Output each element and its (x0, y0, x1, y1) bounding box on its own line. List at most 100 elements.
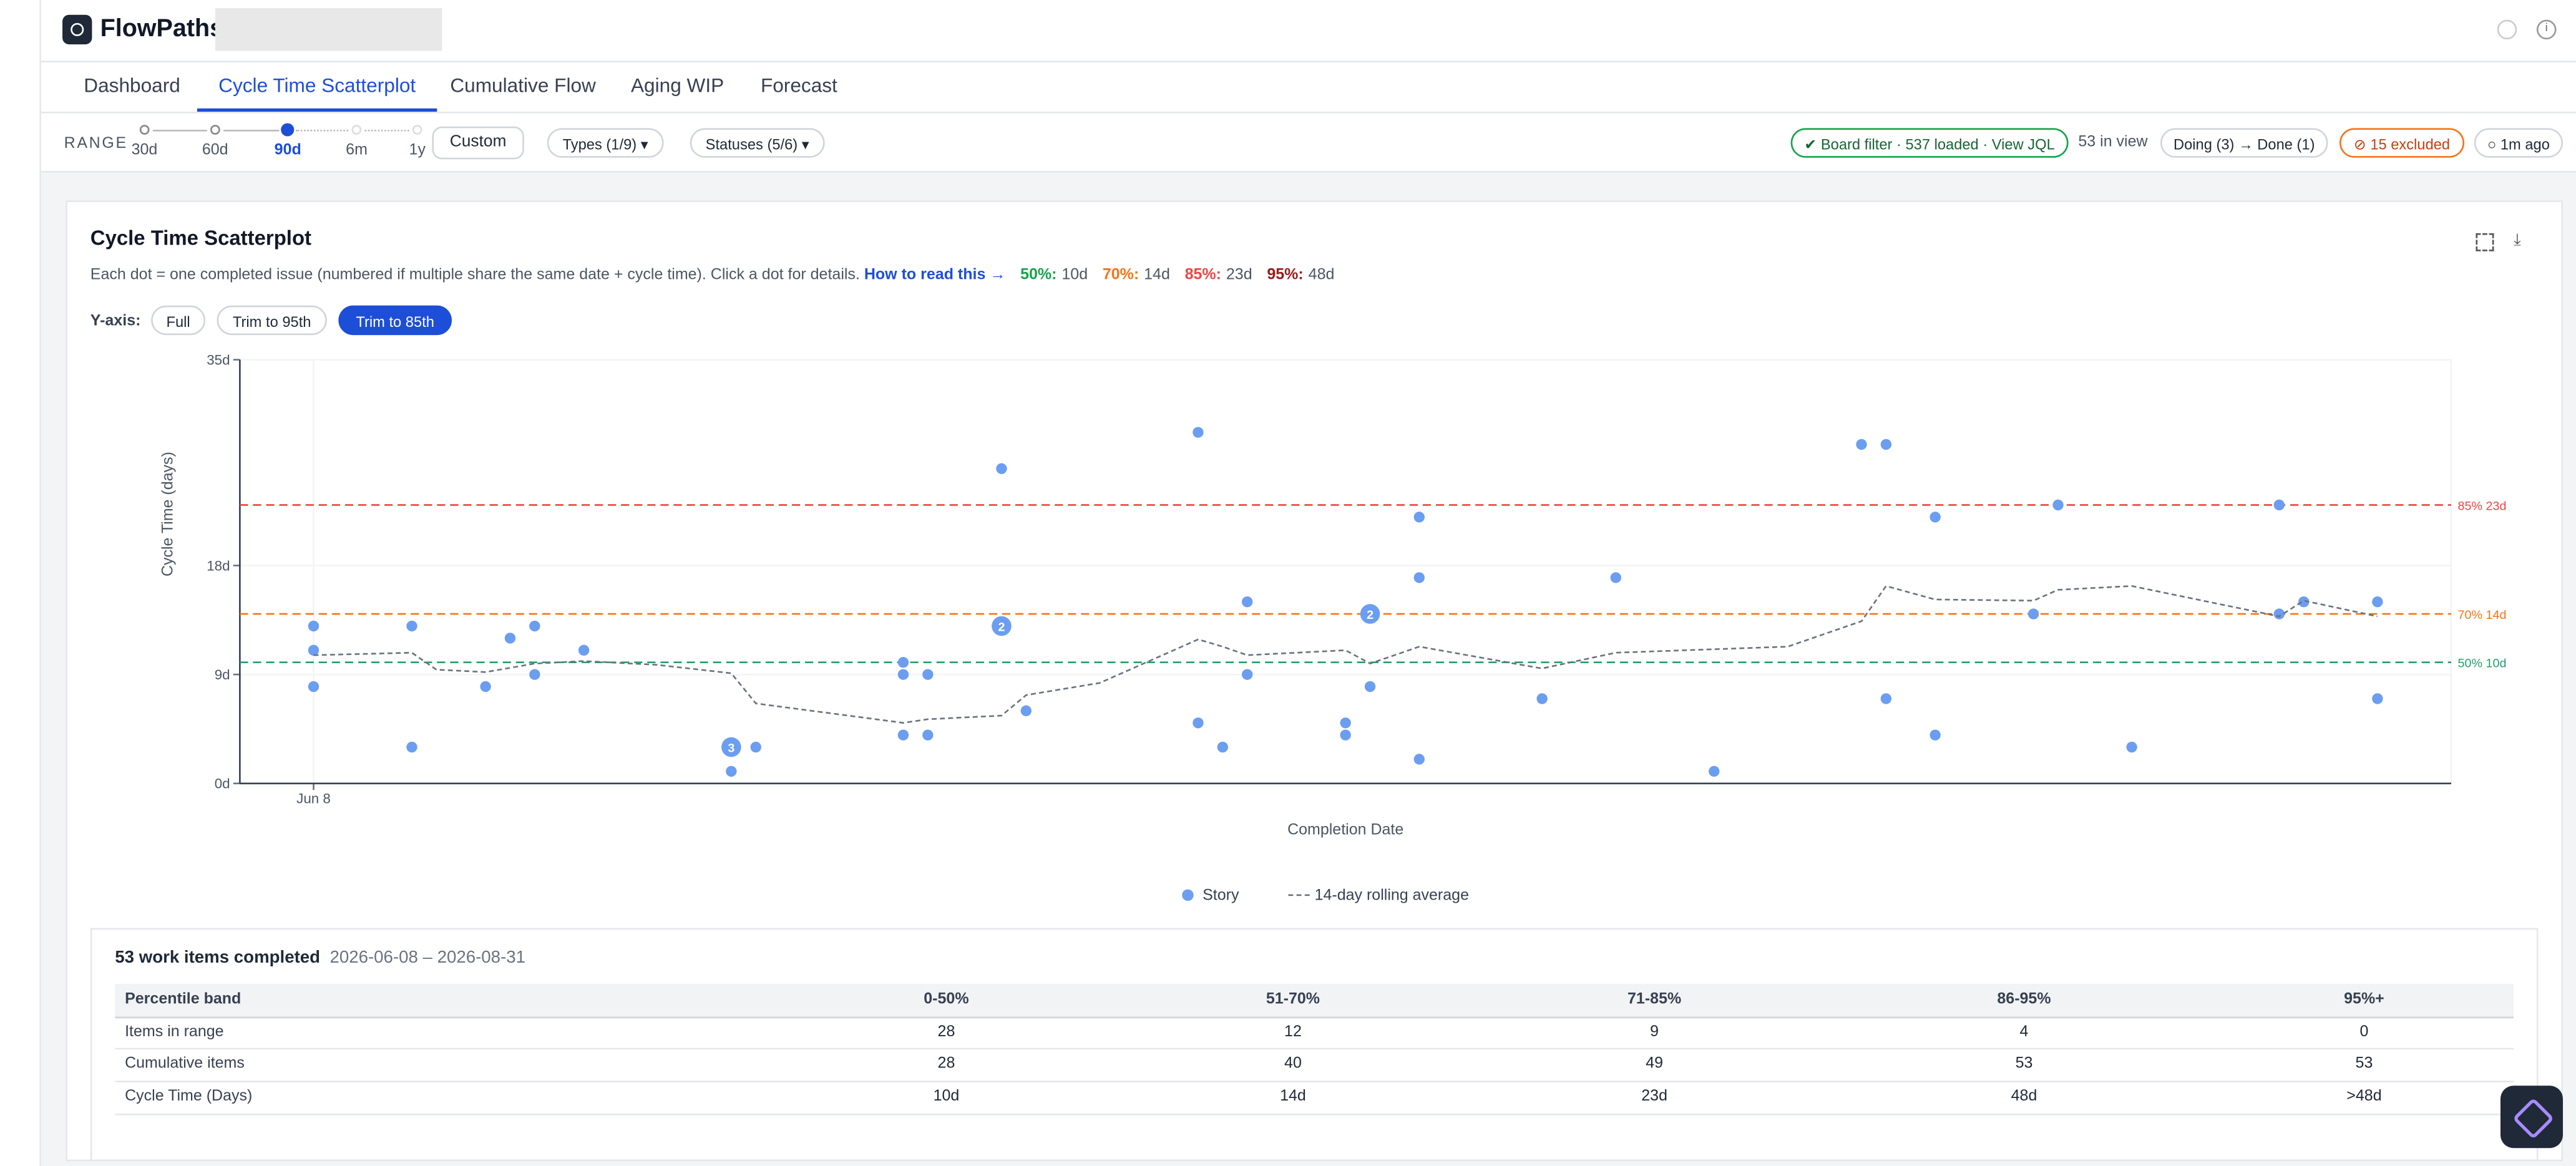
board-filter[interactable]: ✔ Board filter · 537 loaded · View JQL (1790, 128, 2069, 158)
cell-text: 40 (1284, 1055, 1302, 1074)
summary-title: 53 work items completed (115, 948, 321, 968)
y-tick-label: 18d (207, 558, 230, 573)
dot (529, 620, 540, 632)
y-tick-label: 9d (215, 667, 230, 683)
y-tick-label: 0d (215, 776, 230, 792)
sidebar (0, 0, 40, 1166)
divider (41, 112, 2576, 114)
summary-dates: 2026-06-08 – 2026-08-31 (329, 948, 526, 968)
dot (1930, 729, 1941, 741)
statuses-filter[interactable]: Statuses (5/6) ▾ (690, 128, 825, 158)
range-option[interactable]: 6m (346, 141, 368, 160)
dot (480, 681, 491, 692)
range-option[interactable]: 90d (274, 141, 301, 160)
cell-text: Items in range (125, 1023, 224, 1041)
dot (1880, 439, 1892, 450)
description: Each dot = one completed issue (numbered… (90, 266, 860, 284)
chart: Cycle Time (days) Completion Date 0d 9d 18… (159, 352, 2507, 903)
slider-stop[interactable] (351, 125, 362, 135)
dot (2273, 499, 2285, 511)
range-option[interactable]: 1y (409, 141, 426, 160)
slider-stop[interactable] (281, 123, 295, 137)
sidebar-border (39, 0, 41, 1166)
dot (1340, 717, 1351, 729)
custom-button[interactable]: Custom (432, 126, 524, 160)
dot (1360, 604, 1380, 624)
dot (504, 633, 516, 644)
last-updated[interactable]: ○ 1m ago (2474, 128, 2564, 158)
percentile-summary: 85%: 23d (1185, 266, 1252, 284)
nav-tab[interactable]: Forecast (760, 74, 837, 97)
info-icon[interactable]: i (2536, 19, 2557, 40)
download-icon[interactable]: ⤓ (2514, 231, 2521, 250)
dot (2126, 741, 2137, 753)
range-option[interactable]: 60d (202, 141, 228, 160)
percentile-value: 14d (1144, 266, 1170, 284)
y-axis-title: Cycle Time (days) (159, 452, 176, 576)
help-link[interactable]: How to read this → (864, 266, 1006, 284)
divider (41, 61, 2576, 63)
percentile-label: 85% 23d (2458, 499, 2507, 513)
settings-icon[interactable] (2497, 19, 2517, 40)
dot (2273, 608, 2285, 619)
range-label: RANGE (64, 134, 128, 153)
table-row: Cumulative items 28 40 49 53 53 (115, 1049, 2514, 1082)
yaxis-option[interactable]: Trim to 85th (338, 305, 452, 336)
slider-track (295, 129, 349, 132)
nav-tab[interactable]: Aging WIP (630, 74, 724, 97)
dot (750, 741, 761, 753)
nav-tab[interactable]: Dashboard (84, 74, 180, 97)
dot (897, 669, 909, 680)
nav-tab[interactable]: Cycle Time Scatterplot (218, 74, 416, 97)
table-cell: Items in range (125, 1016, 223, 1048)
slider-stop[interactable] (412, 125, 422, 135)
dot (897, 657, 909, 668)
dot (1241, 669, 1253, 680)
dot (1856, 439, 1867, 450)
types-filter[interactable]: Types (1/9) ▾ (547, 128, 664, 158)
dot (2052, 499, 2064, 511)
slider-stop[interactable] (139, 125, 150, 135)
cell-text: 53 (2015, 1055, 2033, 1074)
x-axis-title: Completion Date (1287, 820, 1403, 838)
yaxis-option[interactable]: Full (151, 305, 206, 336)
percentile-label: 50%: (1020, 266, 1057, 284)
dot (1536, 693, 1548, 704)
percentile-value: 10d (1061, 266, 1088, 284)
cell-text: Percentile band (125, 990, 242, 1009)
dot (308, 681, 320, 692)
excluded[interactable]: ⊘ 15 excluded (2339, 128, 2465, 158)
dot (1340, 729, 1351, 741)
dot (726, 765, 737, 777)
percentile-value: 48d (1308, 266, 1335, 284)
nav-tab[interactable]: Cumulative Flow (450, 74, 596, 97)
slider-stop[interactable] (210, 125, 220, 135)
dot-count: 2 (998, 620, 1005, 634)
dot (1709, 765, 1720, 777)
dot (2027, 608, 2039, 619)
flow-filter[interactable]: Doing (3) → Done (1) (2160, 128, 2328, 158)
panel-title: Cycle Time Scatterplot (90, 226, 312, 250)
dot (2372, 693, 2383, 704)
cell-text: 9 (1650, 1023, 1659, 1041)
search-box[interactable] (215, 8, 442, 51)
x-tick-label: Jun 8 (296, 790, 331, 806)
dot (2298, 596, 2310, 608)
legend-marker (1182, 889, 1194, 901)
percentile-label: 95%: (1267, 266, 1304, 284)
assistant-button[interactable] (2500, 1086, 2564, 1149)
yaxis-option[interactable]: Trim to 95th (217, 305, 327, 336)
fullscreen-icon[interactable] (2476, 233, 2494, 251)
percentile-label: 70%: (1102, 266, 1139, 284)
logo (62, 14, 92, 45)
range-option[interactable]: 30d (131, 141, 158, 160)
slider-track (364, 129, 409, 132)
rolling-average-line (313, 585, 2378, 724)
table-row: Items in range 28 12 9 4 0 (115, 1016, 2514, 1050)
percentile-summary: 70%: 14d (1103, 266, 1170, 284)
dot (529, 669, 540, 680)
percentile-summary: 50%: 10d (1020, 266, 1088, 284)
percentile-summary: 95%: 48d (1267, 266, 1334, 284)
dot (1364, 681, 1376, 692)
cell-text: 53 (2355, 1055, 2373, 1074)
